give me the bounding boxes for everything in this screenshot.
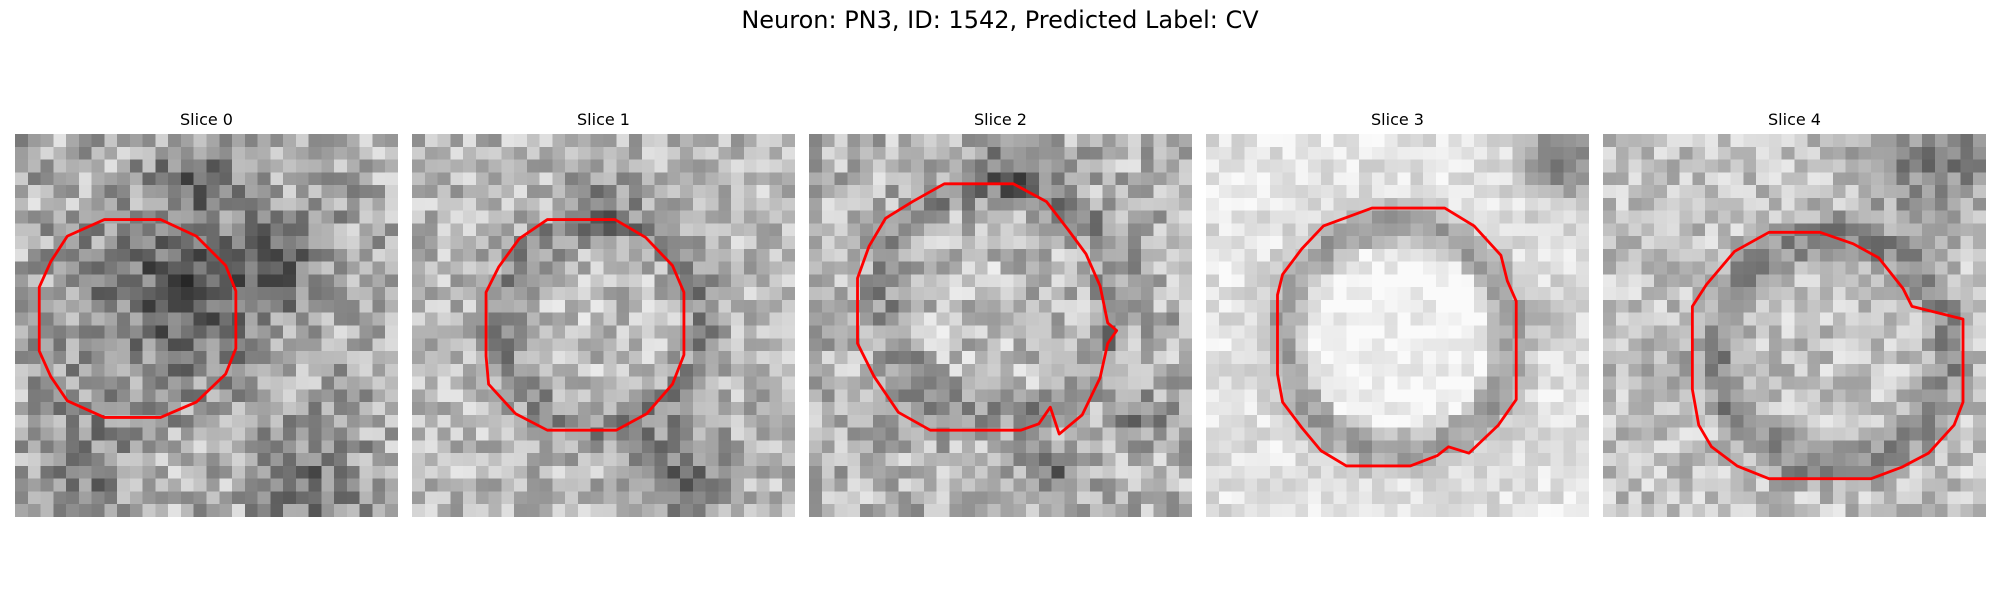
slice-image [1603, 134, 1986, 517]
slice-panel-1: Slice 1 [412, 108, 795, 517]
slice-title: Slice 2 [974, 110, 1027, 129]
slice-panel-3: Slice 3 [1206, 108, 1589, 517]
slice-title: Slice 1 [577, 110, 630, 129]
slice-panel-4: Slice 4 [1603, 108, 1986, 517]
contour-outline [1276, 206, 1518, 468]
slice-title: Slice 3 [1371, 110, 1424, 129]
slice-image [809, 134, 1192, 517]
contour-outline [37, 218, 238, 419]
slice-panel-2: Slice 2 [809, 108, 1192, 517]
slice-image [1206, 134, 1589, 517]
contour-outline [484, 218, 686, 432]
slice-image [412, 134, 795, 517]
slice-panel-0: Slice 0 [15, 108, 398, 517]
contour-outline [856, 182, 1119, 436]
contour-outline [1690, 230, 1965, 481]
slice-title: Slice 4 [1768, 110, 1821, 129]
slice-title: Slice 0 [180, 110, 233, 129]
figure-title: Neuron: PN3, ID: 1542, Predicted Label: … [741, 6, 1259, 34]
slice-image [15, 134, 398, 517]
